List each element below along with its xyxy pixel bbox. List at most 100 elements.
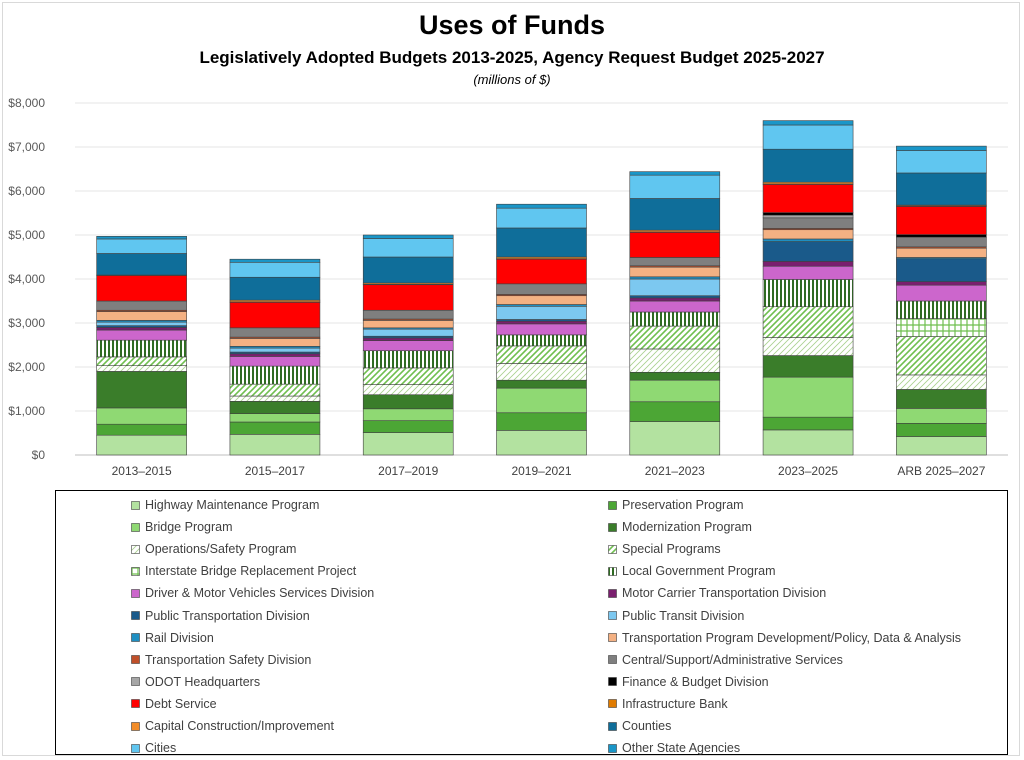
bar-segment-transportation-program-development-policy-data-analysis	[896, 247, 987, 258]
legend-item-highway-maintenance-program: Highway Maintenance Program	[131, 495, 319, 515]
bar-segment-highway-maintenance-program	[96, 434, 187, 456]
bar-segment-other-state-agencies	[629, 171, 721, 176]
legend-label: Transportation Program Development/Polic…	[622, 630, 962, 645]
legend-label: Cities	[145, 741, 177, 756]
legend-swatch	[131, 566, 140, 576]
legend-swatch	[131, 721, 140, 731]
x-tick-label: 2021–2023	[645, 464, 705, 478]
legend-label: Special Programs	[622, 542, 721, 557]
bar-segment-cities	[496, 207, 587, 229]
bar-segment-highway-maintenance-program	[629, 421, 721, 456]
legend-label: Infrastructure Bank	[622, 696, 728, 711]
bar-segment-highway-maintenance-program	[496, 430, 587, 456]
bar-segment-cities	[362, 238, 454, 258]
legend-swatch	[608, 544, 617, 554]
bar-segment-bridge-program	[762, 376, 854, 418]
legend-item-counties: Counties	[608, 716, 671, 736]
bar-segment-debt-service	[362, 284, 454, 311]
legend-swatch	[131, 655, 140, 664]
bar-segment-transportation-program-development-policy-data-analysis	[362, 320, 454, 329]
legend-label: Other State Agencies	[622, 741, 741, 756]
legend-swatch	[608, 611, 617, 620]
bar-segment-driver-motor-vehicles-services-division	[496, 323, 587, 336]
bar-segment-counties	[629, 198, 721, 231]
bar-segment-driver-motor-vehicles-services-division	[629, 300, 721, 313]
bar-segment-motor-carrier-transportation-division	[496, 320, 587, 325]
bar-segment-driver-motor-vehicles-services-division	[229, 356, 321, 367]
bar-segment-counties	[896, 172, 987, 206]
legend-item-local-government-program: Local Government Program	[608, 561, 776, 581]
legend-label: Transportation Safety Division	[145, 652, 312, 667]
legend-item-driver-motor-vehicles-services-division: Driver & Motor Vehicles Services Divisio…	[131, 583, 374, 603]
bar-segment-local-government-program	[762, 279, 854, 308]
y-tick-label: $8,000	[8, 96, 45, 110]
bar-segment-highway-maintenance-program	[896, 436, 987, 456]
bar-segment-operations-safety-program	[229, 395, 321, 402]
bar-segment-operations-safety-program	[896, 374, 987, 390]
bar-segment-bridge-program	[229, 413, 321, 423]
bar-segment-modernization-program	[896, 389, 987, 409]
bar-segment-cities	[96, 238, 187, 254]
legend-item-special-programs: Special Programs	[608, 539, 721, 559]
bar-segment-odot-headquarters	[762, 214, 854, 219]
legend-swatch	[608, 655, 617, 664]
legend-swatch	[608, 721, 617, 731]
bar-segment-counties	[496, 227, 587, 258]
bar-segment-central-support-administrative-services	[229, 327, 321, 338]
legend-swatch	[131, 699, 140, 709]
legend-swatch	[131, 589, 140, 598]
bar-segment-preservation-program	[362, 420, 454, 433]
bar-segment-special-programs	[362, 367, 454, 385]
y-tick-label: $7,000	[8, 140, 45, 154]
x-tick-label: 2013–2015	[112, 464, 172, 478]
bar-segment-preservation-program	[896, 423, 987, 437]
bar-segment-bridge-program	[496, 387, 587, 414]
bar-segment-debt-service	[629, 232, 721, 258]
x-tick-label: 2019–2021	[511, 464, 571, 478]
legend-swatch	[608, 522, 617, 532]
bar-segment-preservation-program	[496, 412, 587, 431]
legend: Highway Maintenance Program Preservation …	[55, 490, 1008, 755]
bar-segment-debt-service	[896, 206, 987, 235]
legend-label: Public Transit Division	[622, 608, 745, 623]
bar-segment-public-transportation-division	[896, 258, 987, 282]
bar-segment-special-programs	[762, 306, 854, 338]
bar-segment-driver-motor-vehicles-services-division	[96, 329, 187, 341]
bar-segment-highway-maintenance-program	[762, 429, 854, 456]
bar-segment-special-programs	[629, 325, 721, 350]
legend-item-central-support-administrative-services: Central/Support/Administrative Services	[608, 650, 843, 670]
legend-item-transportation-program-development-policy-data-analysis: Transportation Program Development/Polic…	[608, 628, 961, 648]
bar-segment-preservation-program	[96, 423, 187, 436]
legend-label: Rail Division	[145, 630, 214, 645]
bar-segment-central-support-administrative-services	[96, 300, 187, 311]
bar-segment-central-support-administrative-services	[496, 283, 587, 295]
legend-swatch	[608, 677, 617, 687]
bar-segment-bridge-program	[96, 407, 187, 425]
bar-segment-transportation-program-development-policy-data-analysis	[229, 338, 321, 347]
bar-segment-counties	[762, 148, 854, 183]
bar-segment-other-state-agencies	[496, 203, 587, 209]
bar-segment-transportation-program-development-policy-data-analysis	[96, 311, 187, 321]
bar-segment-motor-carrier-transportation-division	[362, 337, 454, 341]
bar-segment-rail-division	[629, 276, 721, 280]
bar-segment-other-state-agencies	[229, 258, 321, 263]
legend-item-odot-headquarters: ODOT Headquarters	[131, 672, 260, 692]
bar-segment-counties	[229, 276, 321, 301]
bar-segment-driver-motor-vehicles-services-division	[762, 265, 854, 280]
bar-segment-local-government-program	[496, 334, 587, 347]
bar-segment-preservation-program	[762, 416, 854, 431]
bar-segment-modernization-program	[629, 371, 721, 381]
bar-segment-operations-safety-program	[496, 363, 587, 381]
bar-segment-interstate-bridge-replacement-project	[896, 318, 987, 337]
legend-label: Highway Maintenance Program	[145, 498, 320, 512]
bar-segment-public-transit-division	[229, 347, 321, 353]
legend-label: Modernization Program	[622, 520, 752, 535]
legend-item-public-transportation-division: Public Transportation Division	[131, 606, 310, 626]
legend-swatch	[131, 743, 140, 753]
bar-segment-central-support-administrative-services	[896, 236, 987, 248]
bar-segment-cities	[762, 124, 854, 150]
bar-segment-highway-maintenance-program	[362, 432, 454, 456]
y-tick-label: $3,000	[8, 316, 45, 330]
legend-label: Bridge Program	[145, 520, 233, 535]
legend-label: Counties	[622, 719, 672, 733]
